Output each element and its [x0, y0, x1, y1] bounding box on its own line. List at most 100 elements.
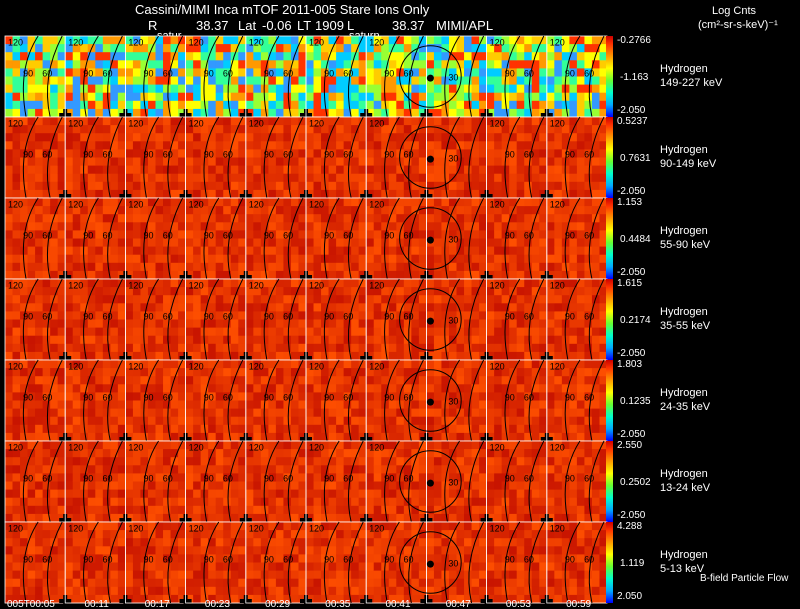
heatmap-cell — [35, 108, 44, 118]
heatmap-cell — [509, 157, 518, 166]
heatmap-cell — [223, 311, 232, 320]
heatmap-cell — [185, 408, 194, 418]
heatmap-cell — [313, 60, 322, 69]
heatmap-cell — [290, 457, 299, 466]
heatmap-cell — [599, 270, 608, 280]
heatmap-cell — [185, 360, 194, 369]
heatmap-cell — [464, 360, 472, 369]
heatmap-cell — [110, 513, 119, 523]
heatmap-cell — [358, 149, 367, 158]
heatmap-cell — [373, 279, 382, 288]
heatmap-cell — [591, 141, 600, 150]
heatmap-cell — [464, 311, 472, 320]
heatmap-cell — [110, 68, 119, 77]
heatmap-cell — [155, 416, 164, 426]
heatmap-cell — [170, 214, 179, 223]
heatmap-cell — [396, 449, 405, 458]
heatmap-cell — [298, 198, 307, 207]
heatmap-cell — [147, 360, 156, 369]
heatmap-cell — [110, 270, 119, 280]
colorbar — [606, 117, 613, 198]
heatmap-cell — [418, 400, 427, 409]
heatmap-cell — [42, 181, 51, 191]
heatmap-cell — [200, 36, 209, 45]
heatmap-cell — [456, 360, 465, 369]
heatmap-cell — [290, 68, 299, 77]
heatmap-cell — [328, 238, 337, 247]
heatmap-cell — [238, 206, 247, 215]
heatmap-cell — [366, 481, 375, 490]
heatmap-cell — [230, 408, 239, 418]
heatmap-cell — [117, 262, 126, 272]
contour-label: 120 — [550, 119, 565, 129]
heatmap-cell — [426, 84, 435, 94]
heatmap-cell — [321, 165, 329, 175]
heatmap-cell — [464, 157, 472, 166]
heatmap-cell — [80, 133, 89, 142]
heatmap-cell — [57, 279, 66, 288]
heatmap-cell — [313, 125, 322, 134]
heatmap-cell — [426, 165, 435, 175]
heatmap-cell — [50, 189, 59, 199]
heatmap-cell — [441, 133, 450, 142]
heatmap-cell — [516, 36, 525, 45]
heatmap-cell — [343, 262, 352, 272]
heatmap-cell — [132, 335, 141, 345]
heatmap-cell — [223, 351, 232, 361]
heatmap-cell — [403, 473, 412, 482]
heatmap-cell — [351, 384, 360, 393]
contour-line — [323, 116, 340, 199]
heatmap-cell — [238, 68, 247, 77]
heatmap-cell — [215, 416, 224, 426]
heatmap-cell — [351, 432, 360, 442]
contour-line — [347, 278, 364, 361]
heatmap-cell — [215, 84, 224, 94]
heatmap-cell — [358, 84, 367, 94]
heatmap-cell — [456, 351, 465, 361]
heatmap-cell — [35, 125, 44, 134]
heatmap-cell — [35, 432, 44, 442]
heatmap-cell — [223, 416, 232, 426]
heatmap-cell — [501, 270, 510, 280]
heatmap-cell — [35, 376, 44, 385]
heatmap-cell — [5, 270, 13, 280]
heatmap-cell — [464, 270, 472, 280]
heatmap-cell — [539, 76, 548, 85]
heatmap-cell — [599, 189, 608, 199]
heatmap-cell — [57, 92, 66, 102]
heatmap-cell — [223, 368, 232, 377]
heatmap-cell — [599, 68, 608, 77]
heatmap-cell — [456, 173, 465, 183]
contour-label: 60 — [223, 69, 233, 79]
contour-line — [143, 278, 159, 361]
heatmap-cell — [5, 246, 13, 256]
heatmap-cell — [486, 181, 495, 191]
heatmap-cell — [253, 84, 262, 94]
heatmap-cell — [298, 100, 307, 110]
heatmap-cell — [290, 198, 299, 207]
heatmap-cell — [464, 376, 472, 385]
contour-label: 90 — [144, 150, 154, 160]
heatmap-cell — [275, 465, 284, 474]
heatmap-cell — [373, 181, 382, 191]
heatmap-cell — [72, 327, 81, 337]
heatmap-cell — [591, 165, 600, 175]
heatmap-cell — [275, 319, 284, 328]
heatmap-cell — [140, 36, 149, 45]
heatmap-cell — [185, 181, 194, 191]
heatmap-cell — [358, 465, 367, 474]
heatmap-cell — [57, 117, 66, 126]
heatmap-cell — [260, 84, 269, 94]
heatmap-cell — [471, 408, 480, 418]
heatmap-cell — [494, 384, 503, 393]
heatmap-cell — [486, 222, 495, 231]
heatmap-cell — [411, 505, 420, 515]
heatmap-cell — [479, 117, 488, 126]
heatmap-cell — [471, 368, 480, 377]
heatmap-cell — [298, 279, 307, 288]
heatmap-cell — [268, 100, 277, 110]
heatmap-cell — [253, 36, 262, 45]
heatmap-cell — [388, 335, 397, 345]
heatmap-cell — [418, 157, 427, 166]
